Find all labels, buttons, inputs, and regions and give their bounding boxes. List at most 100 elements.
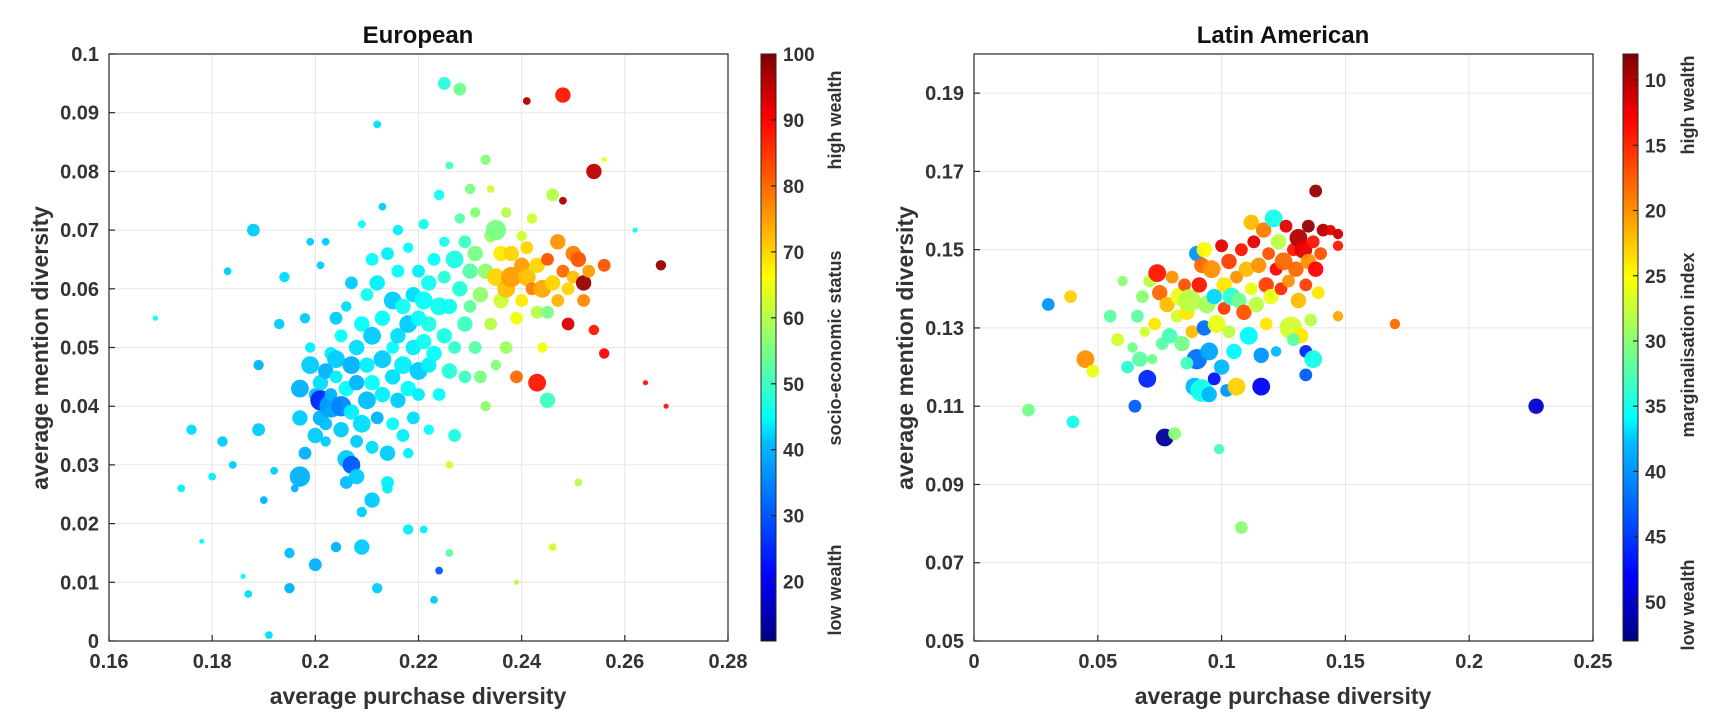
scatter-point [1270, 234, 1287, 250]
y-tick-label: 0.07 [925, 553, 964, 575]
y-tick-label: 0.02 [60, 514, 99, 536]
scatter-point [427, 253, 441, 266]
scatter-point [1230, 270, 1243, 284]
scatter-point [468, 341, 482, 354]
scatter-point [474, 370, 487, 384]
points-european [152, 77, 669, 639]
scatter-point [1262, 247, 1275, 260]
x-tick-label: 0.24 [502, 651, 542, 673]
scatter-point [1127, 342, 1138, 353]
scatter-point [390, 328, 406, 344]
scatter-point [423, 424, 434, 435]
scatter-point [503, 245, 519, 262]
colorbar-low-label-latin-american: low wealth [1678, 559, 1698, 650]
x-tick-label: 0.15 [1326, 651, 1365, 673]
x-axis-label-latin-american: average purchase diversity [1135, 683, 1432, 709]
scatter-point [265, 631, 273, 639]
scatter-point [352, 414, 371, 433]
scatter-point [1202, 260, 1221, 279]
scatter-point [308, 558, 322, 572]
scatter-point [270, 466, 278, 475]
scatter-point [291, 379, 309, 398]
scatter-point [448, 341, 461, 354]
scatter-point [632, 227, 638, 233]
scatter-point [464, 183, 476, 195]
scatter-point [342, 356, 361, 374]
scatter-point [354, 539, 370, 555]
scatter-point [453, 82, 467, 96]
colorbar-tick-label: 25 [1645, 267, 1667, 288]
x-tick-label: 0.26 [605, 651, 644, 673]
scatter-point [259, 496, 268, 504]
scatter-point [1256, 222, 1272, 238]
scatter-point [279, 271, 290, 283]
scatter-point [382, 483, 393, 494]
x-tick-label: 0.16 [90, 651, 129, 673]
scatter-point [333, 422, 349, 438]
y-tick-label: 0.1 [71, 44, 99, 66]
scatter-point [1235, 243, 1248, 257]
scatter-point [541, 253, 554, 266]
scatter-point [386, 341, 400, 354]
scatter-point [559, 196, 567, 205]
scatter-point [365, 253, 379, 266]
scatter-point [318, 363, 334, 379]
scatter-point [597, 258, 611, 272]
scatter-point [1213, 359, 1230, 375]
scatter-point [240, 573, 246, 580]
scatter-point [327, 350, 345, 369]
scatter-point [561, 317, 575, 331]
scatter-point [499, 341, 513, 354]
scatter-point [445, 250, 464, 269]
scatter-point [289, 466, 311, 487]
scatter-point [1178, 278, 1191, 292]
scatter-point [458, 235, 472, 249]
scatter-point [274, 318, 285, 330]
scatter-point [485, 219, 507, 241]
scatter-point [1301, 219, 1315, 233]
scatter-point [435, 566, 443, 575]
colorbar-tick-label: 35 [1645, 397, 1667, 418]
grid-latin-american [974, 54, 1593, 641]
scatter-point [299, 313, 311, 324]
scatter-point [1139, 326, 1151, 337]
scatter-point [1111, 333, 1124, 347]
scatter-point [298, 446, 312, 460]
colorbar-tick-label: 50 [1645, 593, 1666, 614]
scatter-point [217, 436, 228, 447]
scatter-point [370, 411, 384, 425]
scatter-point [1086, 364, 1100, 378]
y-axis-label-latin-american: average mention diversity [892, 206, 918, 490]
scatter-point [577, 294, 590, 307]
scatter-point [588, 324, 600, 336]
scatter-point [421, 275, 437, 291]
colorbar-tick-label: 10 [1645, 71, 1666, 92]
scatter-point [1299, 368, 1313, 382]
scatter-point [199, 538, 205, 544]
scatter-point [373, 350, 392, 369]
y-tick-label: 0.13 [925, 318, 964, 340]
scatter-point [570, 251, 587, 268]
scatter-point [1121, 360, 1134, 374]
colorbar-label-latin-american: marginalisation index [1678, 252, 1698, 437]
scatter-point [1252, 377, 1271, 396]
scatter-point [436, 328, 452, 344]
scatter-point [490, 359, 502, 371]
scatter-point [546, 188, 559, 202]
scatter-point [374, 386, 391, 403]
scatter-point [1168, 427, 1181, 440]
scatter-point [1201, 386, 1217, 403]
scatter-point [1332, 240, 1344, 251]
colorbar-tick-label: 40 [1645, 462, 1666, 483]
scatter-point [1253, 347, 1269, 363]
scatter-point [348, 468, 365, 485]
scatter-point [1041, 298, 1055, 311]
colorbar-latin-american [1622, 53, 1639, 642]
scatter-point [356, 506, 367, 518]
scatter-point [1251, 257, 1267, 273]
scatter-point [556, 264, 570, 278]
colorbar-ticks-latin-american: 10 15 20 25 30 35 40 45 50 [1633, 71, 1667, 614]
scatter-point [1236, 304, 1252, 320]
scatter-point [520, 241, 534, 255]
